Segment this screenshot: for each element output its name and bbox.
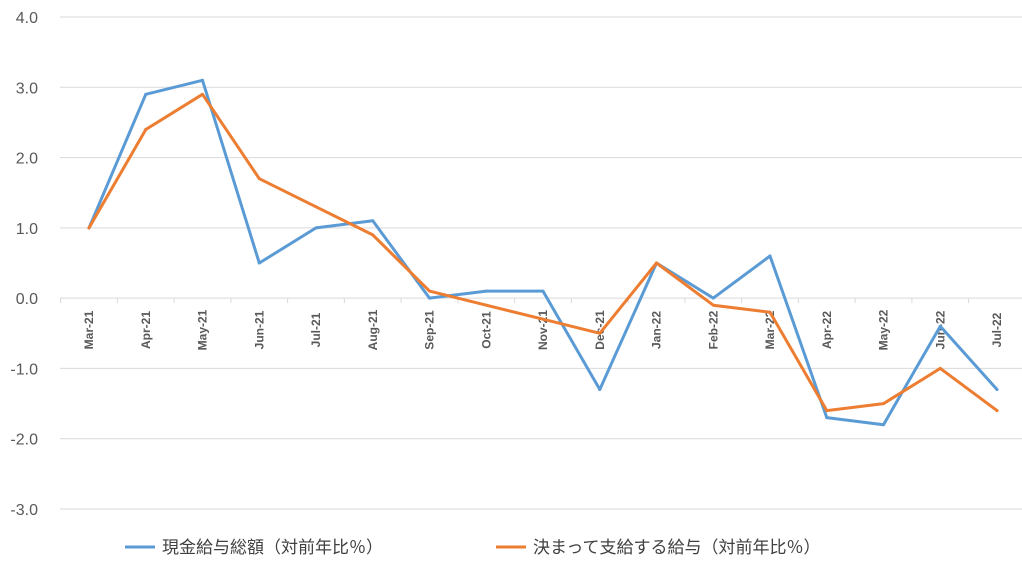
series-line-2 xyxy=(87,92,999,413)
x-tick-label: Jul-22 xyxy=(990,312,1004,347)
x-tick-label: Dec-21 xyxy=(593,310,607,350)
data-point-series-2 xyxy=(201,92,204,96)
data-point-series-2 xyxy=(428,289,431,293)
series-line-1 xyxy=(87,78,999,427)
x-tick-label: Apr-21 xyxy=(139,311,153,349)
y-tick-label: -2.0 xyxy=(10,432,38,449)
data-point-series-2 xyxy=(995,409,999,413)
x-tick-label: Apr-22 xyxy=(820,311,834,349)
x-tick-label: Aug-21 xyxy=(366,309,380,350)
data-point-series-2 xyxy=(598,331,602,335)
y-tick-label: 0.0 xyxy=(16,291,38,308)
data-point-series-1 xyxy=(428,296,431,300)
data-point-series-2 xyxy=(87,226,91,230)
data-point-series-1 xyxy=(314,226,318,230)
data-point-series-1 xyxy=(144,92,148,96)
data-point-series-2 xyxy=(882,402,885,406)
x-tick-label: Nov-21 xyxy=(536,310,550,350)
data-point-series-1 xyxy=(201,78,204,82)
x-tick-label: Feb-22 xyxy=(706,310,720,349)
y-tick-label: 2.0 xyxy=(16,151,38,168)
x-tick-label: Oct-21 xyxy=(479,311,493,349)
y-tick-label: 4.0 xyxy=(16,10,38,27)
x-tick-label: Jul-21 xyxy=(309,312,323,347)
y-tick-label: -1.0 xyxy=(10,361,38,378)
legend: 現金給与総額（対前年比％） 決まって支給する給与（対前年比％） xyxy=(125,538,820,558)
legend-label-series-2: 決まって支給する給与（対前年比％） xyxy=(533,538,820,558)
x-tick-label: Mar-22 xyxy=(763,310,777,349)
data-point-series-2 xyxy=(938,366,942,370)
data-point-series-1 xyxy=(257,261,261,265)
x-axis xyxy=(60,297,1022,304)
data-point-series-2 xyxy=(314,205,318,209)
gridlines xyxy=(60,16,1022,510)
data-point-series-1 xyxy=(995,388,999,392)
data-point-series-1 xyxy=(541,289,545,293)
data-point-series-2 xyxy=(825,409,829,413)
y-tick-label: -3.0 xyxy=(10,502,38,519)
data-point-series-1 xyxy=(825,416,829,420)
x-tick-label: Jun-22 xyxy=(933,310,947,349)
x-tick-label: Jun-21 xyxy=(252,310,266,349)
data-point-series-1 xyxy=(484,289,488,293)
x-tick-label: Jan-22 xyxy=(650,311,664,349)
data-point-series-1 xyxy=(711,296,715,300)
data-point-series-2 xyxy=(484,303,488,307)
x-axis-ticks: Mar-21 Apr-21 May-21 Jun-21 Jul-21 Aug-21 Sep-… xyxy=(82,309,1004,350)
y-tick-label: 1.0 xyxy=(16,221,38,238)
y-tick-label: 3.0 xyxy=(16,80,38,97)
data-point-series-1 xyxy=(938,324,942,328)
data-point-series-1 xyxy=(598,388,602,392)
data-point-series-2 xyxy=(655,261,658,265)
x-tick-label: May-21 xyxy=(196,309,210,350)
data-point-series-1 xyxy=(882,423,885,427)
data-point-series-1 xyxy=(768,254,772,258)
series-lines xyxy=(87,78,999,427)
x-tick-label: May-22 xyxy=(877,309,891,350)
data-point-series-2 xyxy=(371,233,375,237)
data-point-series-1 xyxy=(371,219,375,223)
data-point-series-2 xyxy=(541,317,545,321)
data-point-series-2 xyxy=(768,310,772,314)
data-point-series-2 xyxy=(711,303,715,307)
x-tick-label: Sep-21 xyxy=(423,310,437,350)
legend-label-series-1: 現金給与総額（対前年比％） xyxy=(162,538,383,558)
data-point-series-2 xyxy=(144,127,148,131)
y-axis-ticks: 4.0 3.0 2.0 1.0 0.0 -1.0 -2.0 -3.0 xyxy=(10,10,38,519)
data-point-series-2 xyxy=(257,177,261,181)
x-tick-label: Mar-21 xyxy=(82,310,96,349)
